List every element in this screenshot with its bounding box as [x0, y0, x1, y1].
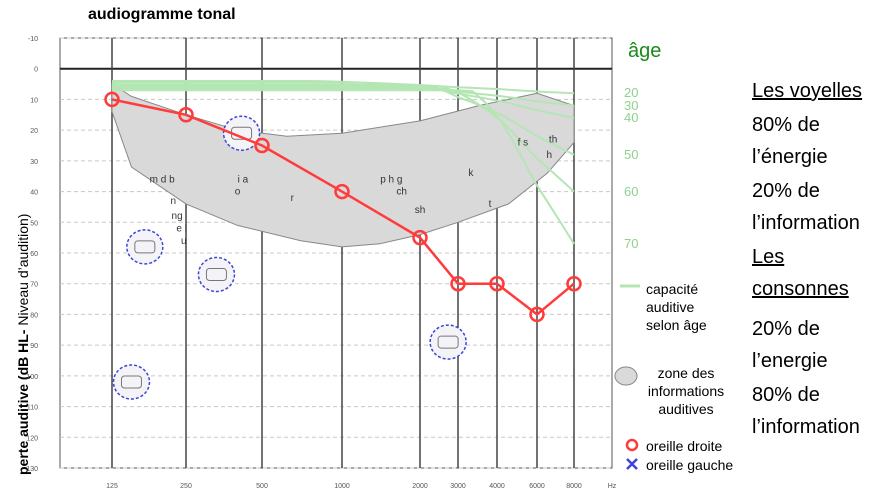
speech-sound-label: h	[546, 150, 552, 161]
right-ear-point	[412, 229, 428, 246]
age-label: 30	[624, 97, 639, 113]
age-curve	[112, 85, 575, 156]
consonnes-info-1: 80% de	[752, 384, 820, 406]
speech-sound-label: p h g	[380, 174, 402, 185]
voyelles-title: Les voyelles	[752, 80, 863, 102]
right-ear-point	[489, 275, 505, 292]
y-tick-label: 10	[30, 97, 38, 104]
speech-sound-label: e l	[176, 224, 187, 235]
dog-icon	[197, 256, 236, 293]
svg-text:perte auditive (dB HL- Niveau: perte auditive (dB HL- Niveau d’audition…	[15, 214, 31, 475]
legend-right-ear-marker	[625, 438, 639, 452]
right-ear-line	[111, 98, 575, 317]
voyelles-energy-2: l’énergie	[752, 146, 828, 168]
y-tick-label: 30	[30, 159, 38, 166]
y-tick-label: 70	[30, 282, 38, 289]
right-ear-point	[529, 306, 545, 323]
age-label: 50	[624, 146, 639, 162]
x-tick-label: 250	[180, 483, 192, 490]
y-tick-label: -10	[28, 36, 38, 43]
y-tick-label: 120	[26, 435, 38, 442]
age-title: âge	[628, 40, 662, 62]
y-tick-label: 90	[30, 343, 38, 350]
y-tick-label: 0	[34, 67, 38, 74]
y-tick-label: 100	[26, 374, 38, 381]
piano-icon	[429, 324, 467, 360]
age-label: 20	[624, 85, 639, 101]
legend-age-line-2: auditive	[646, 299, 695, 315]
speech-sound-label: sh	[415, 205, 426, 216]
x-tick-label: 500	[256, 483, 268, 490]
speech-sound-label: m d b	[150, 174, 175, 185]
age-label: 40	[624, 109, 639, 125]
speech-sound-label: u	[181, 236, 187, 247]
y-tick-label: 50	[30, 220, 38, 227]
speech-sound-label: o	[235, 187, 241, 198]
x-tick-label: 125	[106, 483, 118, 490]
consonnes-energy-2: l’energie	[752, 350, 828, 372]
right-ear-point	[104, 91, 120, 108]
legend-zone-text: zone des informations auditives	[646, 364, 726, 418]
x-tick-label: 2000	[412, 483, 428, 490]
speech-sound-label: ch	[396, 187, 407, 198]
age-curve	[112, 83, 575, 119]
legend-left-ear-marker	[626, 458, 638, 470]
legend-age-line-3: selon âge	[646, 317, 707, 333]
consonnes-info-2: l’information	[752, 416, 860, 438]
y-tick-label: 110	[27, 405, 38, 412]
age-curve	[112, 81, 575, 107]
chart-subtitle: audiogramme tonal	[88, 6, 236, 23]
legend-zone-swatch	[614, 366, 638, 386]
speech-sound-label: t	[489, 199, 492, 210]
x-tick-label: 8000	[566, 483, 582, 490]
x-tick-label: 4000	[489, 483, 505, 490]
right-ear-point	[178, 107, 194, 123]
legend-right-ear: oreille droite	[646, 438, 723, 454]
voyelles-info-1: 20% de	[752, 180, 820, 202]
speech-sound-label: n	[171, 196, 177, 207]
right-ear-point	[254, 137, 270, 154]
speech-sound-label: k	[468, 168, 474, 179]
consonnes-title-2: consonnes	[752, 278, 849, 300]
x-tick-label: 3000	[450, 483, 466, 490]
age-label: 60	[624, 183, 639, 199]
speech-sound-label: ng	[172, 211, 183, 222]
right-ear-point	[450, 275, 466, 292]
age-label: 70	[624, 235, 639, 251]
speech-sound-label: i a	[238, 174, 249, 185]
bird-icon	[126, 229, 164, 265]
legend-age-line-1: capacité	[646, 281, 699, 297]
voyelles-info-2: l’information	[752, 212, 860, 234]
legend-zone-line-1: zone des	[657, 365, 715, 381]
consonnes-energy-1: 20% de	[752, 318, 820, 340]
x-unit-label: Hz	[608, 483, 617, 490]
y-tick-label: 20	[30, 128, 38, 135]
x-tick-label: 1000	[334, 483, 350, 490]
legend-zone-line-3: auditives	[658, 401, 714, 417]
y-tick-label: 40	[30, 190, 38, 197]
speech-zone	[111, 83, 575, 248]
x-tick-label: 6000	[529, 483, 545, 490]
voyelles-energy-1: 80% de	[752, 114, 820, 136]
y-axis-label-bold: perte auditive (dB HL-	[15, 329, 31, 475]
y-tick-label: 130	[26, 466, 38, 473]
y-axis-label-normal: Niveau d’audition)	[15, 214, 31, 330]
legend-zone-line-2: informations	[647, 383, 725, 399]
y-axis-label: perte auditive (dB HL- Niveau d’audition…	[8, 20, 36, 480]
legend-age-text: capacité auditive selon âge	[646, 280, 707, 334]
right-ear-point	[334, 183, 350, 200]
speech-sound-label: th	[549, 134, 557, 145]
consonnes-title-1: Les	[752, 246, 785, 268]
y-tick-label: 60	[30, 251, 38, 258]
y-tick-label: 80	[30, 312, 38, 319]
speech-sound-label: r	[291, 193, 295, 204]
right-ear-point	[566, 275, 582, 292]
speech-sound-label: f s	[518, 138, 529, 149]
legend-left-ear: oreille gauche	[646, 457, 734, 473]
age-curve	[112, 89, 575, 245]
truck-icon	[112, 364, 151, 400]
